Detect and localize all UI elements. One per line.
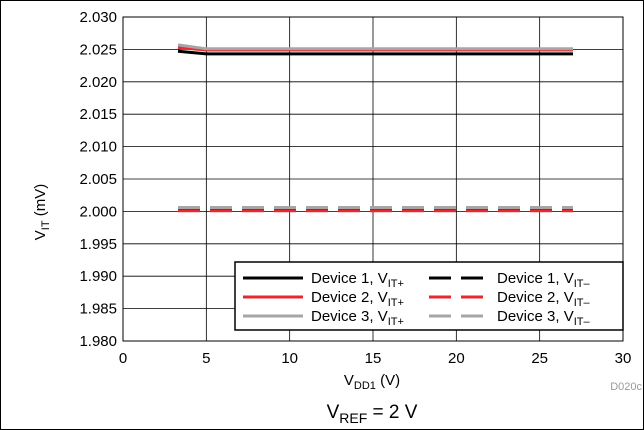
y-tick-label: 2.005 <box>79 171 117 188</box>
y-tick-label: 2.020 <box>79 74 117 91</box>
x-axis-title-rest: (V) <box>376 372 400 389</box>
y-tick-label: 2.000 <box>79 203 117 220</box>
caption-sub: REF <box>339 410 367 426</box>
y-axis-title-sub: IT <box>40 220 52 230</box>
x-axis-title-main: V <box>344 372 354 389</box>
x-axis-title-sub: DD1 <box>354 380 376 392</box>
x-tick-label: 0 <box>119 350 127 367</box>
x-tick-label: 5 <box>202 350 210 367</box>
legend: Device 1, VIT+Device 2, VIT+Device 3, VI… <box>234 261 624 331</box>
caption: VREF = 2 V <box>327 402 418 426</box>
x-tick-label: 25 <box>531 350 548 367</box>
y-tick-label: 2.015 <box>79 106 117 123</box>
y-tick-label: 1.990 <box>79 268 117 285</box>
legend-label-4: Device 1, VIT– <box>497 270 590 290</box>
plot-border <box>122 16 624 342</box>
series-line-3 <box>177 43 573 51</box>
caption-rest: = 2 V <box>367 402 417 423</box>
y-tick-label: 2.010 <box>79 139 117 156</box>
x-axis-title: VDD1 (V) <box>344 372 400 392</box>
series-line-1 <box>177 49 573 56</box>
y-axis-title-rest: (mV) <box>32 184 49 221</box>
x-tick-label: 15 <box>365 350 382 367</box>
x-tick-label: 10 <box>281 350 298 367</box>
figure-code: D020c <box>610 381 642 393</box>
y-axis-title: VIT (mV) <box>32 184 52 240</box>
legend-label-1: Device 1, VIT+ <box>311 270 404 290</box>
y-tick-labels: 1.980 1.985 1.990 1.995 2.000 2.005 2.010 2.015… <box>79 9 117 350</box>
y-tick-label: 1.980 <box>79 333 117 350</box>
legend-label-3: Device 3, VIT+ <box>311 308 404 328</box>
caption-main: V <box>327 402 340 423</box>
y-tick-label: 1.985 <box>79 301 117 318</box>
y-tick-label: 1.995 <box>79 236 117 253</box>
x-tick-labels: 0 5 10 15 20 25 30 <box>119 350 632 367</box>
y-axis-title-main: V <box>32 230 49 240</box>
legend-label-5: Device 2, VIT– <box>497 289 590 309</box>
legend-label-2: Device 2, VIT+ <box>311 289 404 309</box>
legend-label-6: Device 3, VIT– <box>497 308 590 328</box>
y-tick-label: 2.025 <box>79 41 117 58</box>
x-tick-label: 20 <box>448 350 465 367</box>
y-tick-label: 2.030 <box>79 9 117 26</box>
x-tick-label: 30 <box>615 350 632 367</box>
series-lines <box>177 43 573 213</box>
